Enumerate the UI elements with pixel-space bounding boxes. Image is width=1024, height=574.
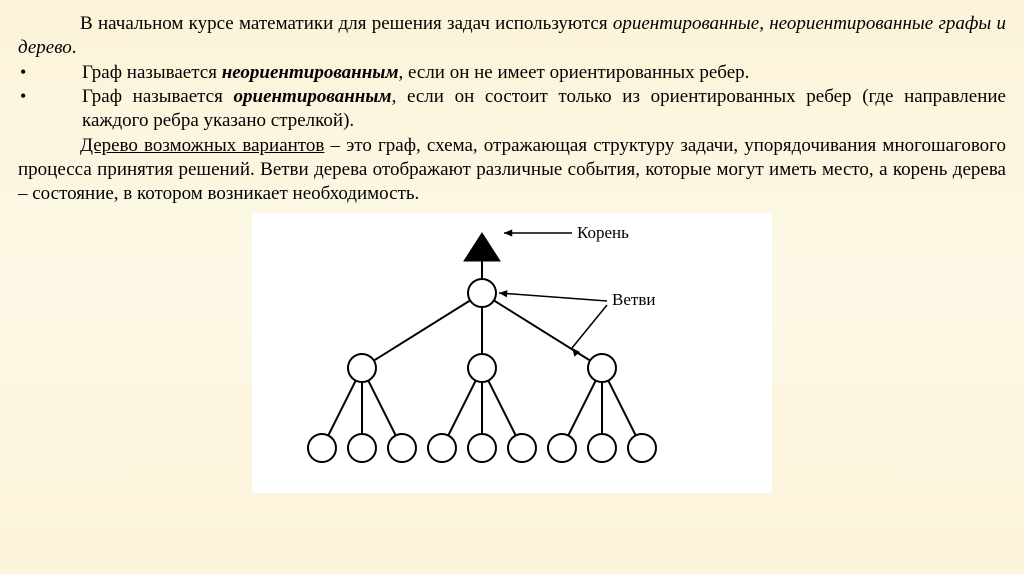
p1-text-c: . bbox=[72, 37, 77, 58]
bullet-marker: • bbox=[18, 61, 82, 84]
b2b: ориентированным bbox=[234, 86, 392, 107]
p2-underline: Дерево возможных вариантов bbox=[80, 135, 324, 156]
svg-text:Корень: Корень bbox=[577, 223, 629, 242]
bullet-1-text: Граф называется неориентированным, если … bbox=[82, 61, 1006, 85]
bullet-marker: • bbox=[18, 85, 82, 108]
bullet-2-text: Граф называется ориентированным, если он… bbox=[82, 85, 1006, 134]
b1a: Граф называется bbox=[82, 62, 222, 83]
tree-diagram: Корень Ветви bbox=[252, 213, 772, 493]
b1b: неориентированным bbox=[222, 62, 399, 83]
b2a: Граф называется bbox=[82, 86, 234, 107]
bullet-2: • Граф называется ориентированным, если … bbox=[18, 85, 1006, 134]
bullet-1: • Граф называется неориентированным, есл… bbox=[18, 61, 1006, 85]
svg-text:Ветви: Ветви bbox=[612, 290, 655, 309]
intro-paragraph: В начальном курсе математики для решения… bbox=[18, 12, 1006, 61]
definition-paragraph: Дерево возможных вариантов – это граф, с… bbox=[18, 134, 1006, 207]
p1-text-a: В начальном курсе математики для решения… bbox=[80, 13, 613, 34]
tree-diagram-container: Корень Ветви bbox=[18, 213, 1006, 493]
b1c: , если он не имеет ориентированных ребер… bbox=[398, 62, 749, 83]
